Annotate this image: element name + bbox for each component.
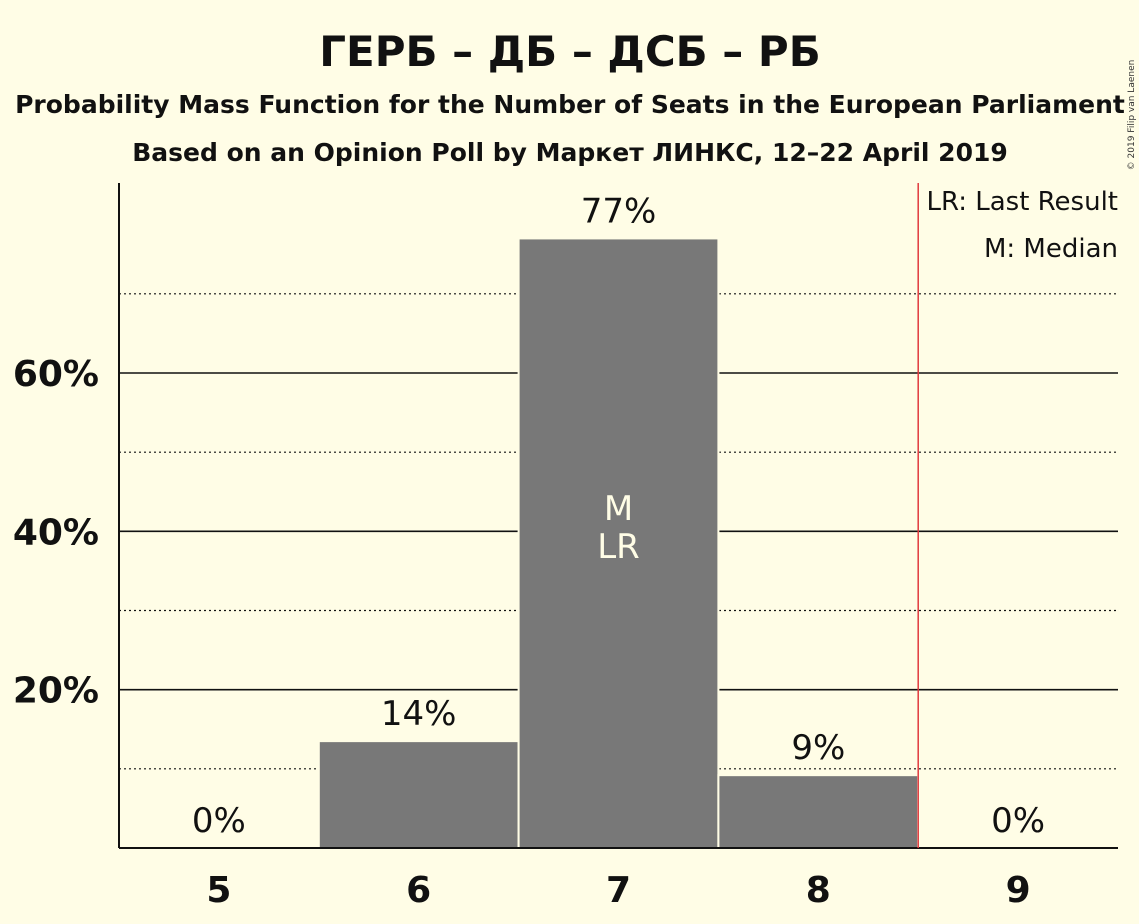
data-label: 9% (791, 728, 845, 768)
legend-last-result: LR: Last Result (926, 187, 1118, 217)
legend-median: M: Median (984, 234, 1118, 264)
x-tick-label: 9 (1006, 870, 1031, 911)
gridlines: 20% 40% 60% (13, 293, 1118, 770)
copyright-notice: © 2019 Filip van Laenen (1127, 60, 1137, 171)
data-label: 0% (991, 801, 1045, 841)
data-label: 14% (381, 694, 457, 734)
y-tick-label: 20% (13, 671, 99, 712)
y-tick-label: 40% (13, 512, 99, 553)
x-tick-label: 6 (406, 870, 431, 911)
x-tick-label: 8 (806, 870, 831, 911)
median-marker: M (604, 489, 633, 529)
data-label: 77% (581, 191, 657, 231)
chart-subtitle-source: Based on an Opinion Poll by Маркет ЛИНКС… (132, 138, 1008, 167)
y-tick-label: 60% (13, 354, 99, 395)
x-tick-label: 7 (606, 870, 631, 911)
x-tick-label: 5 (206, 870, 231, 911)
bars (317, 237, 920, 850)
last-result-marker: LR (597, 527, 640, 567)
value-labels: 0% 5 14% 6 77% 7 MLR 9% 8 0% 9 (192, 191, 1045, 911)
axes (118, 183, 1118, 849)
bar-6 (317, 740, 520, 849)
data-label: 0% (192, 801, 246, 841)
chart-subtitle: Probability Mass Function for the Number… (15, 90, 1125, 119)
chart-title: ГЕРБ – ДБ – ДСБ – РБ (319, 27, 820, 76)
bar-8 (717, 774, 920, 850)
